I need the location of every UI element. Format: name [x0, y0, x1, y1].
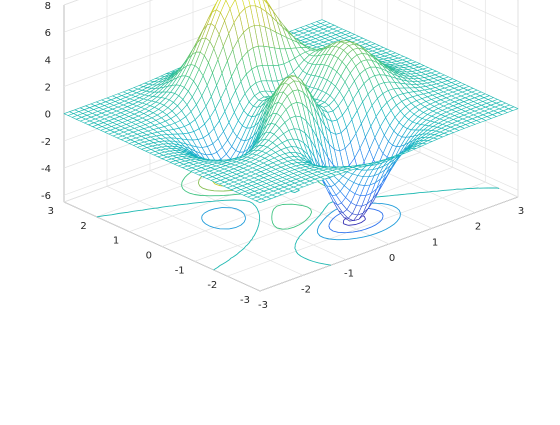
x-tick-label: 3	[518, 206, 524, 217]
mesh-surface	[64, 0, 518, 221]
x-tick-label: 1	[432, 237, 438, 248]
z-tick-label: -2	[41, 137, 51, 148]
x-tick-label: -3	[258, 300, 268, 311]
y-tick-label: -3	[240, 295, 250, 306]
z-tick-label: 2	[45, 83, 51, 94]
z-tick-label: -6	[41, 191, 51, 202]
y-tick-label: 0	[146, 251, 152, 262]
x-tick-label: -1	[344, 269, 354, 280]
z-tick-label: 0	[45, 110, 51, 121]
z-tick-label: -4	[41, 164, 51, 175]
grid-line	[260, 197, 518, 291]
z-tick-label: 6	[45, 28, 51, 39]
y-tick-label: -1	[175, 265, 185, 276]
z-tick-label: 8	[45, 1, 51, 12]
y-tick-label: 1	[113, 236, 119, 247]
y-tick-label: -2	[207, 280, 217, 291]
y-tick-label: 2	[80, 221, 86, 232]
contour-line	[97, 188, 499, 270]
z-tick-label: 4	[45, 55, 51, 66]
y-tick-label: 3	[48, 206, 54, 217]
x-tick-label: 2	[475, 222, 481, 233]
x-tick-label: -2	[301, 284, 311, 295]
x-tick-label: 0	[389, 253, 395, 264]
